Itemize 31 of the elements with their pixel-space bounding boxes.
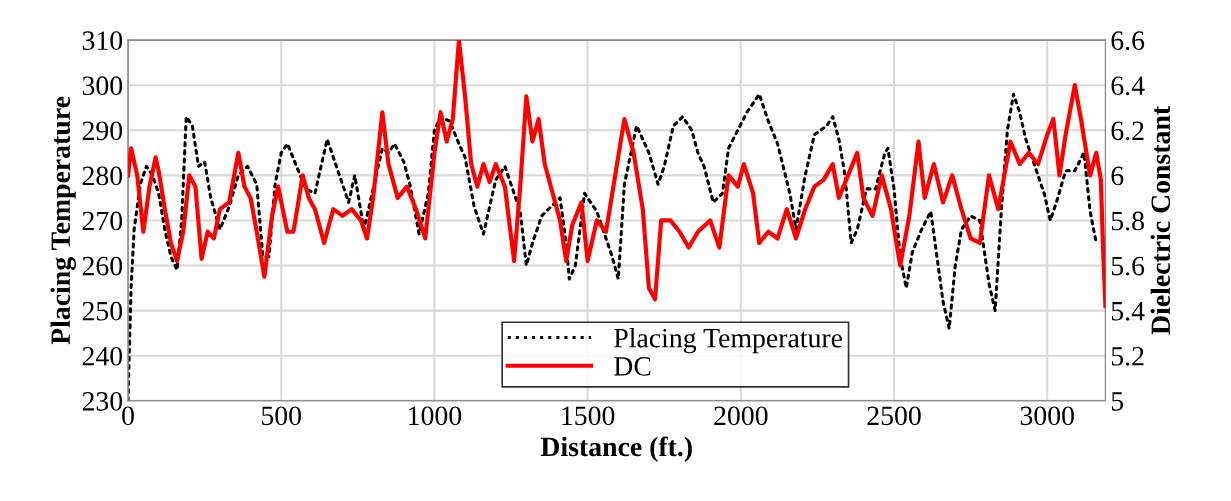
y-tick-label: 300: [82, 76, 123, 96]
legend-label: DC: [614, 357, 651, 376]
x-tick-label: 500: [262, 406, 301, 426]
y2-tick-label: 6.4: [1111, 76, 1145, 96]
y2-tick-label: 5.8: [1111, 211, 1144, 231]
x-tick-label: 3000: [1020, 406, 1074, 426]
y2-axis-title: Dielectric Constant: [1150, 106, 1171, 335]
y-axis-title: Placing Temperature: [50, 96, 76, 345]
y2-tick-label: 5.4: [1111, 301, 1145, 321]
y2-tick-label: 6.6: [1111, 31, 1145, 51]
x-tick-label: 0: [122, 406, 134, 426]
y-tick-label: 280: [82, 166, 123, 186]
y-tick-label: 230: [82, 391, 123, 411]
y2-tick-label: 6: [1111, 166, 1124, 186]
x-axis-title: Distance (ft.): [540, 436, 692, 462]
y2-tick-label: 5.2: [1111, 346, 1144, 366]
y2-tick-label: 5: [1111, 392, 1124, 411]
y-tick-label: 250: [82, 301, 123, 321]
x-tick-label: 1500: [562, 406, 615, 426]
y2-tick-label: 6.2: [1111, 121, 1144, 141]
y2-tick-label: 5.6: [1111, 256, 1145, 276]
y-tick-label: 240: [82, 346, 123, 366]
y-tick-label: 290: [82, 121, 123, 141]
x-tick-label: 2500: [867, 406, 921, 426]
y-tick-label: 270: [82, 211, 123, 231]
x-tick-label: 1000: [409, 406, 462, 426]
y-tick-label: 260: [82, 256, 123, 276]
line-series: [128, 92, 1098, 401]
x-tick-label: 2000: [714, 406, 768, 426]
y-tick-label: 310: [82, 31, 123, 50]
legend-label: Placing Temperature: [614, 327, 843, 354]
